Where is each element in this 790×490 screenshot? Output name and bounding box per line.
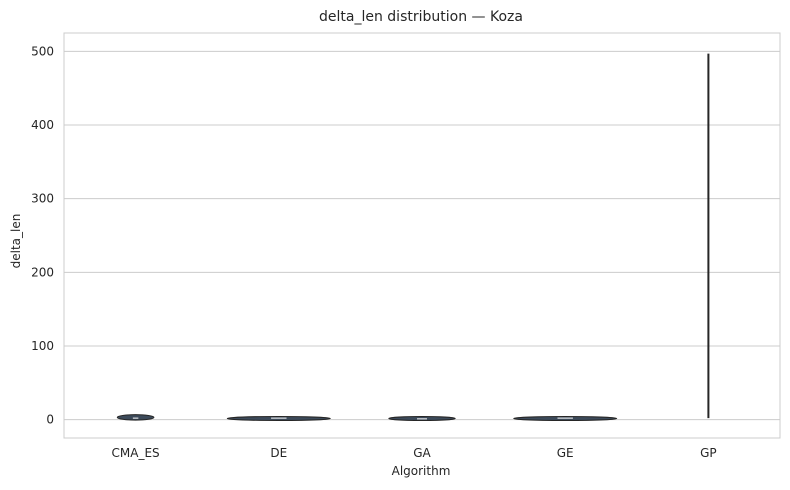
y-tick-label: 500 <box>31 44 54 58</box>
violin-ge <box>513 415 618 421</box>
violins <box>116 53 710 421</box>
plot-frame <box>63 32 781 439</box>
x-tick-label: CMA_ES <box>112 446 160 460</box>
x-tick-label: DE <box>270 446 287 460</box>
y-tick-label: 200 <box>31 265 54 279</box>
y-axis-label: delta_len <box>9 214 23 269</box>
violin-cma_es <box>116 414 155 421</box>
x-tick-label: GE <box>557 446 574 460</box>
x-axis-label: Algorithm <box>392 464 451 478</box>
y-tick-label: 0 <box>46 413 54 427</box>
y-tick-label: 100 <box>31 339 54 353</box>
y-tick-label: 300 <box>31 192 54 206</box>
x-tick-label: GA <box>413 446 431 460</box>
x-axis-ticks: CMA_ES DE GA GE GP <box>112 446 717 460</box>
violin-de <box>226 415 331 421</box>
x-tick-label: GP <box>700 446 717 460</box>
violin-ga <box>388 415 456 421</box>
y-axis-ticks: 0 100 200 300 400 500 <box>31 44 54 426</box>
y-tick-label: 400 <box>31 118 54 132</box>
chart-title: delta_len distribution — Koza <box>319 9 523 25</box>
grid-lines <box>64 50 780 421</box>
violin-body <box>116 414 155 421</box>
